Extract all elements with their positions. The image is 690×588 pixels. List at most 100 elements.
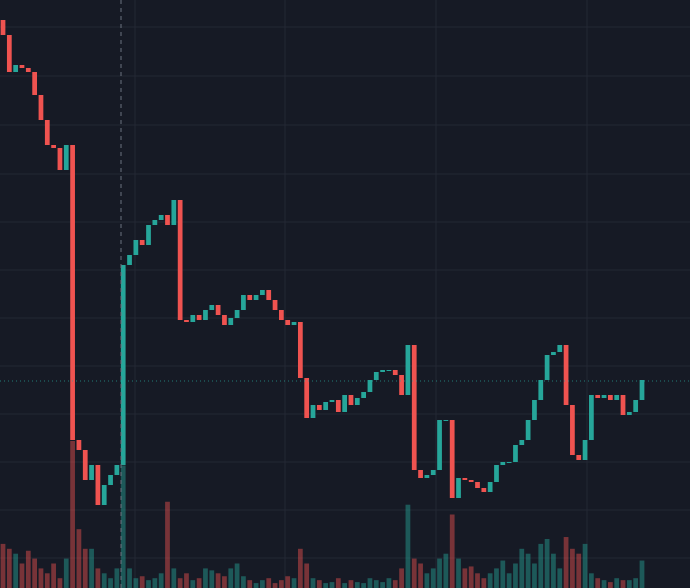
candle-body [614,395,620,400]
candle-body [0,20,6,35]
candle-body [209,305,215,310]
candle-body [576,455,582,460]
candle-body [563,345,569,405]
candle-body [380,370,385,372]
candle-body [89,465,94,480]
volume-bar [456,558,461,588]
candle-body [310,405,316,418]
volume-bar [120,465,126,588]
volume-bar [633,578,639,588]
volume-bar [89,548,94,588]
candle-body [487,482,493,492]
volume-bar [146,580,151,588]
candle-body [399,375,404,395]
volume-bar [373,580,379,588]
candle-body [279,310,284,320]
candle-body [500,462,506,465]
volume-bar [32,558,38,588]
volume-bar [525,553,531,588]
volume-bar [57,578,63,588]
volume-bar [392,580,398,588]
volume-bar [44,573,50,588]
volume-bar [329,582,335,588]
volume-bar [291,578,297,588]
volume-bar [582,543,588,588]
volume-bar [279,580,284,588]
candle-body [589,395,594,440]
candle-body [595,395,601,398]
candle-body [386,370,392,371]
candle-body [32,72,38,95]
volume-bar [551,553,556,588]
candle-body [6,35,12,72]
candle-body [108,475,113,485]
volume-bar [443,553,449,588]
volume-bar [6,548,12,588]
volume-bar [519,548,525,588]
candle-body [95,465,101,505]
volume-bar [430,568,436,588]
candle-body [411,345,417,470]
volume-bar [114,568,120,588]
candle-body [639,380,645,400]
candle-body [70,145,75,440]
candle-body [38,95,44,120]
volume-bar [297,548,303,588]
volume-bar [570,548,575,588]
volume-bar [266,578,272,588]
volume-bar [51,563,56,588]
volume-bar [196,578,202,588]
candle-body [285,320,291,325]
volume-bar [25,550,31,588]
candle-body [468,480,474,482]
volume-bar [323,583,329,588]
candle-body [165,215,170,225]
candle-body [342,395,348,412]
candle-body [127,255,132,265]
candle-body [184,320,189,322]
volume-bar [449,514,455,588]
volume-bar [418,563,423,588]
candle-body [139,240,145,245]
candle-body [348,395,354,405]
volume-bar [253,583,259,588]
candle-body [241,295,246,310]
candle-body [146,225,151,245]
volume-bar [203,568,208,588]
candle-body [25,68,31,72]
candle-body [525,420,531,440]
volume-bar [607,582,613,588]
volume-bar [19,563,25,588]
volume-bar [595,578,601,588]
candle-body [570,405,575,455]
candle-body [114,465,120,475]
volume-bar [361,583,366,588]
volume-bar [494,568,499,588]
candle-body [63,145,69,170]
candle-body [253,295,259,300]
candle-body [215,305,221,315]
candle-body [51,145,56,148]
volume-bar [76,529,82,588]
volume-bar [190,580,196,588]
volume-bar [601,580,607,588]
volume-bar [234,563,240,588]
candle-body [607,395,613,400]
volume-bar [386,578,392,588]
candle-body [626,412,632,415]
volume-bar [335,578,341,588]
candle-body [323,402,329,410]
candle-body [76,440,82,450]
volume-bar [399,568,404,588]
volume-bar [152,578,158,588]
volume-bar [272,583,278,588]
volume-bar [171,568,177,588]
candle-body [316,405,322,410]
volume-bar [557,568,563,588]
candle-body [456,478,461,498]
volume-bar [241,576,246,588]
candle-body [494,465,499,482]
volume-bar [354,582,360,588]
